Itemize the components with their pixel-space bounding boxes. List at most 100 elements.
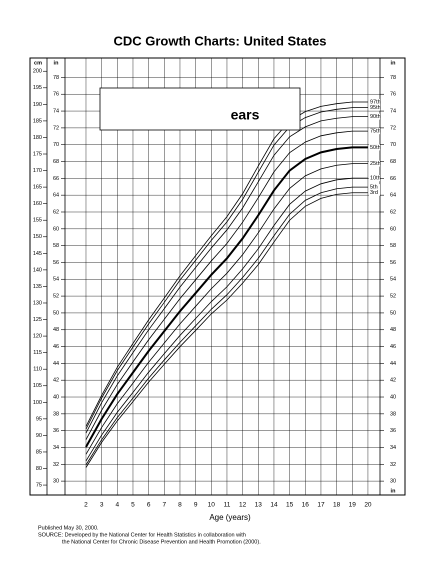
y-tick-label: 195 bbox=[33, 85, 42, 91]
y2-tick-label: 56 bbox=[53, 260, 59, 266]
legend-label: 90th bbox=[370, 114, 381, 120]
y2-tick-label: 54 bbox=[53, 277, 59, 283]
y2-tick-label: 78 bbox=[53, 75, 59, 81]
y2-tick-label: 78 bbox=[390, 75, 396, 81]
legend-bg bbox=[369, 189, 380, 196]
y2-tick-label: 38 bbox=[390, 411, 396, 417]
x-tick-label: 6 bbox=[147, 502, 151, 509]
y2-tick-label: 68 bbox=[390, 159, 396, 165]
y2-tick-label: 40 bbox=[390, 394, 396, 400]
legend-bg bbox=[369, 160, 380, 167]
legend-bg bbox=[369, 104, 380, 111]
legend-label: 3rd bbox=[370, 190, 378, 196]
x-tick-label: 14 bbox=[270, 502, 278, 509]
y2-tick-label: 46 bbox=[390, 344, 396, 350]
x-tick-label: 3 bbox=[100, 502, 104, 509]
y2-tick-label: 46 bbox=[53, 344, 59, 350]
percentile-line bbox=[85, 107, 368, 430]
y2-tick-label: 70 bbox=[390, 142, 396, 148]
legend-bg bbox=[369, 99, 380, 106]
y-tick-label: 75 bbox=[36, 483, 42, 489]
x-tick-label: 9 bbox=[194, 502, 198, 509]
y2-tick-label: 32 bbox=[53, 462, 59, 468]
y2-tick-label: 54 bbox=[390, 277, 396, 283]
y2-tick-label: 42 bbox=[390, 378, 396, 384]
y-tick-label: 115 bbox=[33, 350, 42, 356]
percentile-line bbox=[85, 186, 368, 466]
y2-tick-label: 68 bbox=[53, 159, 59, 165]
annotation: ears bbox=[231, 107, 260, 123]
y2-tick-label: 66 bbox=[390, 176, 396, 182]
y2-tick-label: 48 bbox=[53, 327, 59, 333]
legend-bg bbox=[369, 128, 380, 135]
legend-label: 95th bbox=[370, 105, 381, 111]
y2-tick-label: 56 bbox=[390, 260, 396, 266]
x-tick-label: 4 bbox=[116, 502, 120, 509]
y2-axis-label: in bbox=[391, 60, 397, 66]
y-tick-label: 95 bbox=[36, 416, 42, 422]
footnote: Published May 30, 2000. bbox=[38, 525, 99, 531]
y-axis-label: cm bbox=[34, 60, 42, 66]
y2-tick-label: 32 bbox=[390, 462, 396, 468]
legend-bg bbox=[369, 184, 380, 191]
x-tick-label: 19 bbox=[349, 502, 357, 509]
y-tick-label: 80 bbox=[36, 466, 42, 472]
plot-area: 7580859095100105110115120125130135140145… bbox=[33, 58, 396, 509]
percentile-line bbox=[85, 130, 368, 440]
y2-tick-label: 30 bbox=[53, 479, 59, 485]
footnote: the National Center for Chronic Disease … bbox=[62, 539, 261, 545]
percentile-line bbox=[85, 101, 368, 427]
y-tick-label: 155 bbox=[33, 218, 42, 224]
y-tick-label: 100 bbox=[33, 400, 42, 406]
y2-tick-label: 70 bbox=[53, 142, 59, 148]
y2-tick-label: 48 bbox=[390, 327, 396, 333]
x-axis-label: Age (years) bbox=[209, 513, 251, 522]
percentile-line bbox=[85, 177, 368, 462]
x-tick-label: 8 bbox=[178, 502, 182, 509]
x-tick-label: 12 bbox=[239, 502, 247, 509]
y2-tick-label: 66 bbox=[53, 176, 59, 182]
y2-tick-label: 62 bbox=[53, 209, 59, 215]
x-tick-label: 17 bbox=[317, 502, 325, 509]
y-tick-label: 140 bbox=[33, 267, 42, 273]
x-tick-label: 16 bbox=[302, 502, 310, 509]
legend-label: 50th bbox=[370, 145, 381, 151]
x-tick-label: 5 bbox=[131, 502, 135, 509]
percentile-line bbox=[85, 163, 368, 455]
y2-tick-label: 36 bbox=[390, 428, 396, 434]
y2-tick-label: 36 bbox=[53, 428, 59, 434]
legend-label: 5th bbox=[370, 185, 378, 191]
y2-tick-label: 52 bbox=[53, 294, 59, 300]
annotation-box bbox=[99, 87, 301, 131]
y-tick-label: 130 bbox=[33, 300, 42, 306]
y2-tick-label: 60 bbox=[53, 226, 59, 232]
legend-bg bbox=[369, 113, 380, 120]
y2-tick-label: 76 bbox=[390, 92, 396, 98]
y-tick-label: 85 bbox=[36, 449, 42, 455]
y2-tick-label: 44 bbox=[53, 361, 59, 367]
y2-tick-label: 44 bbox=[390, 361, 396, 367]
x-tick-label: 15 bbox=[286, 502, 294, 509]
y2-tick-label: 38 bbox=[53, 411, 59, 417]
y-tick-label: 200 bbox=[33, 69, 42, 75]
percentile-line bbox=[85, 116, 368, 434]
legend-bg bbox=[369, 144, 380, 151]
y-tick-label: 90 bbox=[36, 433, 42, 439]
y-tick-label: 120 bbox=[33, 334, 42, 340]
x-tick-label: 13 bbox=[255, 502, 263, 509]
y-tick-label: 165 bbox=[33, 185, 42, 191]
y-tick-label: 145 bbox=[33, 251, 42, 257]
x-tick-label: 18 bbox=[333, 502, 341, 509]
x-tick-label: 20 bbox=[364, 502, 372, 509]
y2-tick-label: 52 bbox=[390, 294, 396, 300]
y-tick-label: 170 bbox=[33, 168, 42, 174]
y-tick-label: 150 bbox=[33, 234, 42, 240]
chart-title: CDC Growth Charts: United States bbox=[113, 33, 326, 48]
y2-tick-label: 64 bbox=[53, 193, 59, 199]
y2-tick-label: 58 bbox=[53, 243, 59, 249]
x-tick-label: 11 bbox=[224, 502, 231, 509]
legend-label: 75th bbox=[370, 129, 381, 135]
y-tick-label: 175 bbox=[33, 151, 42, 157]
